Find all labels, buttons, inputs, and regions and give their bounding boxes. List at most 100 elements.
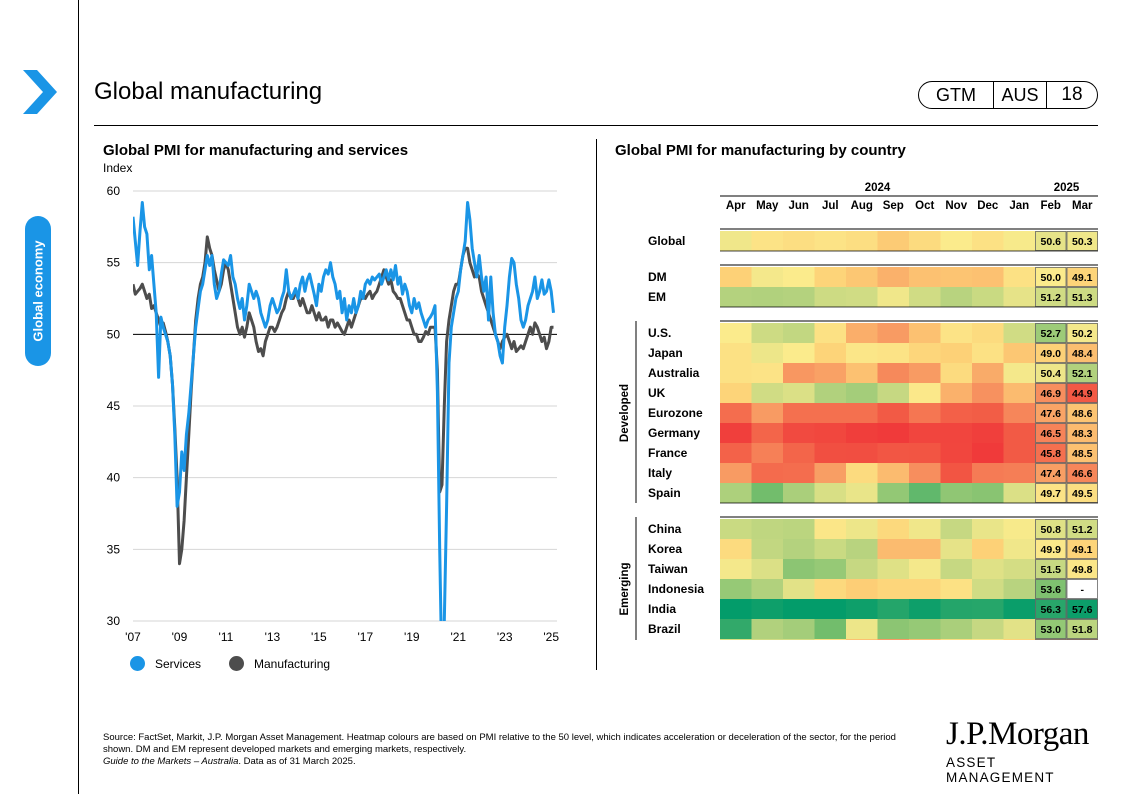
heatmap-cell <box>720 383 752 403</box>
heatmap-cell <box>814 363 846 383</box>
x-tick-label: '09 <box>172 630 188 644</box>
heatmap-cell <box>1066 403 1098 423</box>
month-label: Oct <box>915 200 934 212</box>
chevron-right-icon[interactable] <box>20 70 60 114</box>
heatmap-cell <box>846 343 878 363</box>
heatmap-cell <box>940 343 972 363</box>
heatmap-cell <box>972 559 1004 579</box>
heatmap-cell <box>751 267 783 287</box>
heatmap-cell <box>1003 639 1035 640</box>
heatmap-cell <box>1035 599 1067 619</box>
heatmap-cell <box>846 383 878 403</box>
value-cell-border <box>1066 639 1098 640</box>
logo-subtitle: ASSET MANAGEMENT <box>946 755 1055 785</box>
cell-value: 46.5 <box>1041 428 1062 440</box>
heatmap-cell <box>751 287 783 307</box>
heatmap-cell <box>972 519 1004 539</box>
heatmap-cell <box>783 539 815 559</box>
month-label: Dec <box>977 200 999 212</box>
cell-value: 46.6 <box>1072 468 1093 480</box>
cell-value: 50.2 <box>1072 328 1093 340</box>
cell-value: 48.3 <box>1072 428 1093 440</box>
cell-value: 49.9 <box>1041 544 1062 556</box>
heatmap-cell <box>814 343 846 363</box>
badge-region: AUS <box>994 82 1047 108</box>
heatmap-cell <box>751 231 783 251</box>
value-cell-border <box>1066 443 1098 463</box>
heatmap-cell <box>814 323 846 343</box>
value-cell-border <box>1066 231 1098 251</box>
group-label: Emerging <box>619 562 631 615</box>
badge-page-number: 18 <box>1061 84 1083 105</box>
legend-manufacturing: Manufacturing <box>229 656 330 671</box>
heatmap-cell <box>783 519 815 539</box>
cell-value: 51.2 <box>1072 524 1093 536</box>
heatmap-cell <box>814 287 846 307</box>
heatmap-cell <box>814 403 846 423</box>
value-cell-border <box>1066 287 1098 307</box>
heatmap-cell <box>720 323 752 343</box>
heatmap-cell <box>814 423 846 443</box>
row-label: Korea <box>648 542 682 556</box>
heatmap-cell <box>814 619 846 639</box>
value-cell-border <box>1066 383 1098 403</box>
heatmap-cell <box>1066 619 1098 639</box>
heatmap-cell <box>846 403 878 423</box>
row-label: Taiwan <box>648 562 688 576</box>
heatmap-cell <box>720 519 752 539</box>
heatmap-cell <box>720 403 752 423</box>
value-cell-border <box>1035 619 1067 639</box>
heatmap-cell <box>909 423 941 443</box>
heatmap-cell <box>720 423 752 443</box>
heatmap-cell <box>814 443 846 463</box>
heatmap-cell <box>909 267 941 287</box>
y-tick-label: 35 <box>107 542 121 556</box>
x-tick-label: '11 <box>219 630 234 644</box>
heatmap-cell <box>940 403 972 423</box>
heatmap-cell <box>1035 619 1067 639</box>
line-chart-title: Global PMI for manufacturing and service… <box>103 142 409 159</box>
x-tick-label: '17 <box>358 630 374 644</box>
value-cell-border <box>1035 639 1067 640</box>
heatmap-cell <box>814 231 846 251</box>
source-text: Source: FactSet, Markit, J.P. Morgan Ass… <box>103 732 896 755</box>
heatmap-cell <box>720 483 752 503</box>
heatmap-cell <box>1035 343 1067 363</box>
heatmap-cell <box>972 323 1004 343</box>
row-label: Japan <box>648 346 683 360</box>
heatmap-cell <box>909 463 941 483</box>
heatmap-cell <box>720 559 752 579</box>
cell-value: 51.8 <box>1072 624 1093 636</box>
heatmap-cell <box>1066 539 1098 559</box>
heatmap-cell <box>909 539 941 559</box>
section-tab[interactable]: Global economy <box>25 216 51 366</box>
heatmap-cell <box>1035 463 1067 483</box>
y-tick-label: 40 <box>107 471 121 485</box>
heatmap-cell <box>720 599 752 619</box>
x-tick-label: '23 <box>497 630 513 644</box>
heatmap-cell <box>909 231 941 251</box>
heatmap-cell <box>751 463 783 483</box>
heatmap-cell <box>751 639 783 640</box>
value-cell-border <box>1066 619 1098 639</box>
cell-value: 50.8 <box>1041 524 1062 536</box>
value-cell-border <box>1035 423 1067 443</box>
source-date: . Data as of 31 March 2025. <box>238 756 356 767</box>
heatmap-cell <box>972 599 1004 619</box>
heatmap-cell <box>751 579 783 599</box>
heatmap-cell <box>877 343 909 363</box>
heatmap-cell <box>1003 323 1035 343</box>
heatmap-cell <box>751 363 783 383</box>
value-cell-border <box>1035 519 1067 539</box>
heatmap-cell <box>783 463 815 483</box>
value-cell-border <box>1066 403 1098 423</box>
heatmap-cell <box>751 519 783 539</box>
row-label: Spain <box>648 486 681 500</box>
heatmap-cell <box>783 619 815 639</box>
heatmap-cell <box>1035 287 1067 307</box>
cell-value: 50.0 <box>1041 272 1062 284</box>
heatmap-cell <box>720 363 752 383</box>
month-label: Feb <box>1041 200 1061 212</box>
row-label: Germany <box>648 426 700 440</box>
heatmap-cell <box>1066 559 1098 579</box>
